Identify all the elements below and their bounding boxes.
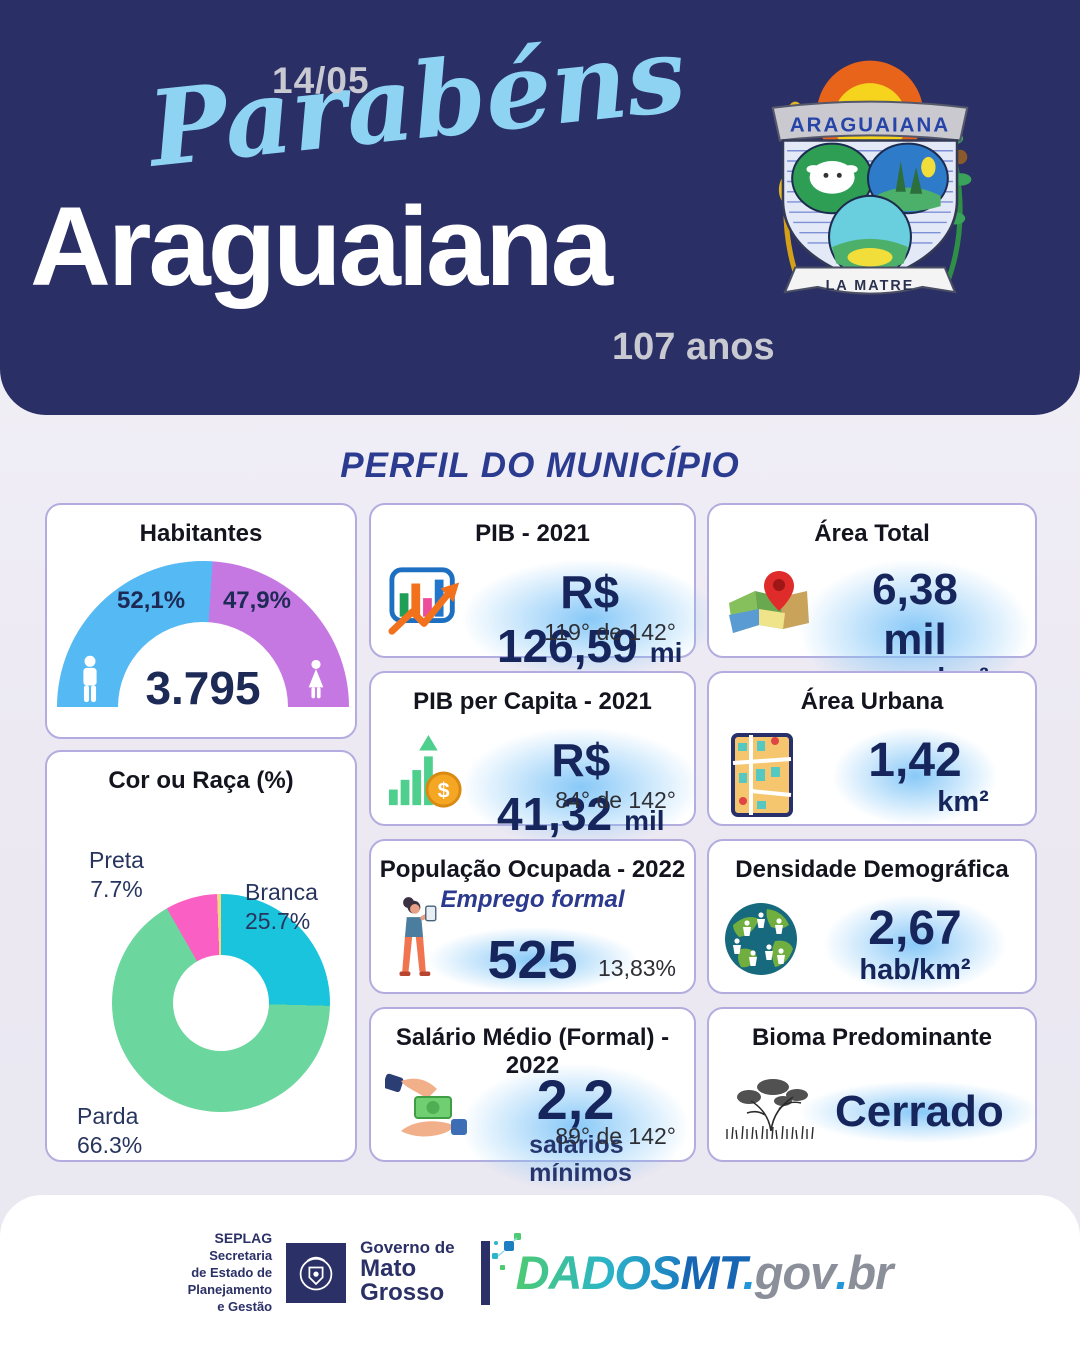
label-preta: Preta 7.7% (89, 847, 144, 902)
bioma-value: Cerrado (835, 1087, 1004, 1136)
salario-value: 2,2 (536, 1068, 615, 1131)
footer-bar: SEPLAG Secretaria de Estado de Planejame… (0, 1195, 1080, 1350)
populacao-value-wrap: 525 (375, 927, 690, 993)
densidade-value: 2,67 (868, 902, 962, 955)
card-cor-raca: Cor ou Raça (%) Preta 7.7% Branca 25.7% … (45, 750, 357, 1162)
male-share-label: 52,1% (117, 587, 186, 614)
populacao-value: 525 (487, 930, 578, 990)
populacao-title: População Ocupada - 2022 (379, 856, 686, 883)
pib-value: R$ 126,59 (497, 566, 638, 672)
card-habitantes: Habitantes 52,1% 47,9% 3.795 (45, 503, 357, 739)
pib-pc-unit: mil (624, 805, 665, 836)
area-total-title: Área Total (814, 520, 930, 547)
card-area-urbana: Área Urbana 1,42 km² (707, 671, 1037, 826)
hand-money-icon (385, 1073, 467, 1137)
cerrado-tree-icon (726, 1079, 814, 1140)
densidade-value-wrap: 2,67 hab/km² (799, 895, 1031, 993)
pib-pc-value-wrap: R$ 41,32 mil (461, 727, 701, 847)
bioma-value-wrap: Cerrado (799, 1081, 1040, 1143)
habitantes-title: Habitantes (139, 520, 263, 547)
card-area-total: Área Total 6,38 mil km² (707, 503, 1037, 702)
anniversary-date: 14/05 (272, 60, 370, 101)
habitantes-total: 3.795 (145, 662, 261, 711)
card-bioma: Bioma Predominante Cerrado (707, 1007, 1040, 1162)
salario-rank: 89° de 142° (555, 1123, 676, 1149)
crest-motto-text: LA MATRE (826, 278, 915, 294)
section-title: PERFIL DO MUNICÍPIO (340, 446, 740, 485)
dadosmt-logo: DADOSMT.gov.br (491, 1233, 893, 1300)
label-parda: Parda 66.3% (77, 1103, 143, 1158)
dados-word: DADOS (515, 1246, 682, 1299)
city-map-icon (731, 733, 793, 817)
municipality-name: Araguaiana (30, 184, 613, 309)
female-share-label: 47,9% (222, 587, 291, 614)
pixel-cluster-icon (491, 1233, 521, 1270)
densidade-title: Densidade Demográfica (735, 856, 1009, 883)
salario-value-wrap: 2,2salários mínimos (461, 1063, 690, 1191)
globe-people-icon (725, 903, 797, 975)
seplag-text: SEPLAG Secretaria de Estado de Planejame… (187, 1230, 273, 1314)
card-salario-medio: Salário Médio (Formal) - 2022 2,2salário… (369, 1007, 696, 1191)
area-urbana-title: Área Urbana (800, 688, 944, 715)
mt-word: MT (680, 1246, 743, 1299)
label-branca: Branca 25.7% (245, 879, 318, 934)
female-icon (308, 659, 324, 699)
populacao-subtitle: Emprego formal (440, 886, 625, 913)
area-urbana-value: 1,42 (868, 734, 962, 787)
greeting-script-text: Parabéns (143, 12, 691, 191)
municipality-age: 107 anos (612, 326, 775, 368)
card-densidade: Densidade Demográfica 2,67 hab/km² (707, 839, 1037, 994)
pib-pc-value: R$ 41,32 (497, 734, 613, 840)
pib-per-capita-title: PIB per Capita - 2021 (413, 688, 652, 715)
pib-pc-rank: 84° de 142° (555, 787, 676, 813)
worker-woman-icon (399, 897, 437, 976)
header-banner: Parabéns 14/05 Araguaiana 107 anos ARAGU… (0, 0, 1080, 415)
pib-unit: mi (649, 637, 683, 668)
habitantes-gauge: 52,1% 47,9% 3.795 (57, 561, 349, 711)
card-pib: PIB - 2021 R$ 126,59 mi 119° de 142° (369, 503, 719, 679)
crest-name-text: ARAGUAIANA (790, 113, 950, 136)
pib-title: PIB - 2021 (475, 520, 590, 547)
cor-raca-title: Cor ou Raça (%) (108, 767, 294, 794)
populacao-share: 13,83% (597, 955, 676, 981)
pib-rank: 119° de 142° (544, 619, 676, 645)
bioma-title: Bioma Predominante (751, 1024, 993, 1051)
donut-hole (173, 955, 269, 1051)
svg-text:$: $ (438, 778, 450, 802)
coat-of-arms: ARAGUAIANA LA MATRE (771, 60, 972, 295)
crest-ribbon (783, 266, 957, 295)
male-icon (83, 655, 97, 702)
salario-unit: salários mínimos (529, 1131, 632, 1187)
area-urbana-unit: km² (937, 786, 989, 818)
growth-coin-icon: $ (388, 734, 462, 808)
bar-chart-icon (388, 567, 460, 635)
footer-divider (480, 1240, 490, 1305)
area-total-value: 6,38 mil (872, 565, 958, 664)
densidade-unit: hab/km² (859, 954, 971, 986)
mato-grosso-emblem (286, 1242, 347, 1303)
card-pib-per-capita: PIB per Capita - 2021 $ R$ 41,32 mil 84° … (369, 671, 701, 847)
area-urbana-value-wrap: 1,42 km² (799, 727, 1031, 825)
crest-banner (771, 100, 969, 142)
pib-value-wrap: R$ 126,59 mi (461, 559, 719, 679)
governo-mt-wordmark: Governo de Mato Grosso (360, 1238, 455, 1307)
card-populacao-ocupada: População Ocupada - 2022 Emprego formal … (369, 839, 696, 994)
race-donut (112, 894, 330, 1112)
